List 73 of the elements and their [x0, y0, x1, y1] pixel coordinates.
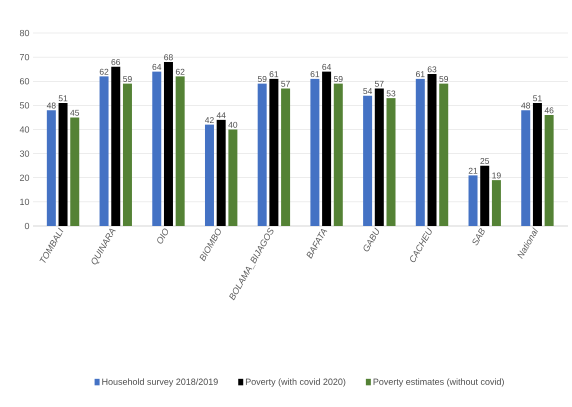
data-label: 48: [521, 102, 530, 109]
data-label: 57: [281, 80, 290, 87]
data-label: 59: [439, 76, 448, 82]
y-tick-label: 50: [20, 102, 30, 109]
bar: [310, 78, 320, 226]
y-tick-label: 0: [24, 222, 30, 230]
bar: [122, 84, 132, 226]
bar: [46, 110, 56, 226]
bar: [492, 180, 501, 226]
bar: [111, 66, 120, 226]
bar: [204, 124, 214, 226]
data-label: 59: [258, 76, 266, 82]
data-label: 59: [334, 76, 343, 82]
bar: [228, 130, 238, 226]
y-tick-label: 80: [20, 30, 30, 36]
data-label: 59: [123, 76, 132, 82]
bar: [439, 84, 448, 226]
bar: [164, 62, 173, 226]
y-tick-label: 10: [20, 198, 30, 206]
bar: [416, 78, 425, 226]
data-label: 40: [228, 122, 238, 128]
y-tick-label: 20: [20, 174, 30, 181]
legend-label: Poverty estimates (without covid): [374, 378, 504, 387]
data-label: 45: [70, 110, 80, 116]
bar: [281, 88, 290, 226]
legend-label: Poverty (with covid 2020): [246, 378, 346, 387]
y-tick-label: 30: [20, 150, 30, 157]
bar: [176, 76, 185, 226]
bar: [374, 88, 384, 226]
bar: [70, 117, 80, 226]
data-label: 54: [363, 88, 372, 94]
bar: [363, 96, 372, 226]
data-label: 46: [544, 107, 554, 114]
y-tick-label: 70: [20, 54, 30, 60]
data-label: 61: [310, 71, 320, 78]
legend-label: Household survey 2018/2019: [102, 378, 218, 387]
bar: [322, 72, 332, 226]
bar: [100, 76, 109, 226]
bar: [216, 120, 226, 226]
data-label: 48: [46, 102, 56, 109]
data-label: 63: [428, 66, 436, 72]
bar: [258, 84, 267, 226]
bar: [468, 175, 478, 226]
data-label: 51: [533, 95, 542, 102]
bar: [334, 84, 343, 226]
data-label: 19: [492, 172, 501, 178]
data-label: 42: [204, 117, 214, 123]
bar: [386, 98, 396, 226]
bar: [521, 110, 530, 226]
data-label: 68: [164, 54, 173, 60]
bar: [532, 102, 542, 226]
data-label: 61: [416, 71, 425, 78]
y-tick-label: 60: [20, 78, 30, 84]
data-label: 25: [480, 158, 490, 164]
data-label: 44: [216, 112, 226, 118]
x-tick-label: OIO: [157, 228, 168, 244]
data-label: 21: [468, 168, 478, 174]
data-label: 62: [176, 68, 184, 75]
bar: [544, 115, 554, 226]
data-label: 57: [374, 80, 384, 87]
bar: [480, 166, 490, 226]
y-tick-label: 40: [20, 126, 30, 133]
bar: [58, 102, 68, 226]
bar: [428, 74, 437, 226]
data-label: 64: [152, 64, 162, 70]
data-label: 51: [58, 95, 68, 102]
data-label: 64: [322, 64, 332, 70]
data-label: 61: [270, 71, 278, 78]
bar: [152, 72, 162, 226]
data-label: 62: [100, 68, 108, 75]
data-label: 53: [386, 90, 396, 96]
bar: [269, 78, 278, 226]
data-label: 66: [111, 59, 120, 66]
